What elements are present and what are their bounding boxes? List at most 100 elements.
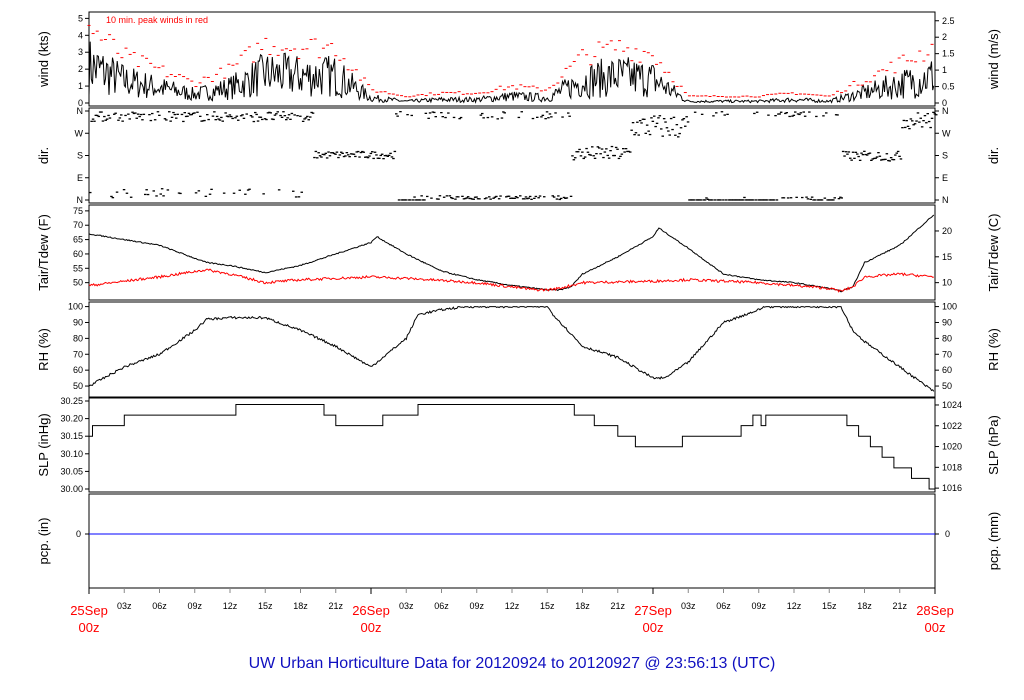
- dir-point: [400, 199, 404, 201]
- dir-point: [637, 134, 640, 136]
- dir-point: [483, 198, 487, 200]
- dir-point: [596, 146, 600, 148]
- dir-point: [677, 136, 680, 138]
- dir-point: [177, 192, 181, 194]
- y-tick-label: 30.05: [60, 466, 83, 476]
- y-tick-label: 30.10: [60, 449, 83, 459]
- dir-point: [300, 191, 303, 193]
- dir-point: [730, 199, 733, 201]
- dir-point: [348, 156, 351, 158]
- dir-point: [688, 199, 691, 201]
- dir-point: [830, 199, 834, 201]
- dir-point: [105, 118, 109, 120]
- y-tick-label: 30.00: [60, 484, 83, 494]
- dir-point: [692, 199, 695, 201]
- dir-point: [851, 151, 855, 153]
- dir-point: [213, 111, 216, 113]
- dir-point: [438, 195, 442, 197]
- dir-point: [915, 120, 918, 122]
- dir-point: [289, 118, 292, 120]
- dir-point: [559, 197, 563, 200]
- y-tick-label: 4: [78, 30, 83, 40]
- dir-point: [392, 157, 395, 160]
- y-tick-label: S: [77, 151, 83, 161]
- x-tick-label: 09z: [751, 601, 766, 611]
- dir-point: [710, 199, 714, 201]
- dir-point: [255, 113, 258, 116]
- dir-point: [889, 157, 893, 159]
- dir-point: [464, 197, 467, 200]
- dir-point: [328, 155, 332, 157]
- dir-point: [826, 199, 829, 201]
- dir-point: [899, 158, 903, 160]
- dir-point: [496, 118, 499, 120]
- y-tick-label-right: 0.5: [942, 82, 955, 92]
- dir-point: [215, 115, 219, 118]
- dir-point: [571, 155, 574, 157]
- dir-point: [746, 199, 749, 201]
- x-tick-label: 18z: [293, 601, 308, 611]
- dir-point: [113, 113, 116, 115]
- dir-point: [297, 196, 301, 198]
- dir-point: [744, 199, 748, 201]
- dir-point: [703, 199, 707, 201]
- dir-point: [301, 120, 305, 122]
- dir-point: [191, 112, 195, 115]
- dir-point: [364, 156, 367, 158]
- dir-point: [454, 198, 457, 200]
- dir-point: [122, 189, 126, 191]
- dir-point: [591, 146, 594, 148]
- dir-point: [622, 148, 625, 150]
- y-axis-label: Tair/Tdew (F): [36, 214, 51, 291]
- dir-point: [234, 117, 237, 119]
- dir-point: [476, 198, 480, 200]
- dir-point: [586, 151, 590, 153]
- dir-point: [839, 196, 842, 198]
- x-tick-label: 09z: [469, 601, 484, 611]
- y-tick-label-right: 10: [942, 278, 952, 288]
- dir-point: [169, 120, 172, 122]
- dir-point: [772, 199, 776, 201]
- dir-point: [672, 116, 676, 118]
- dir-point: [285, 119, 288, 121]
- dir-point: [709, 199, 712, 201]
- dir-point: [685, 116, 688, 118]
- dir-point: [806, 198, 810, 200]
- dir-point: [97, 115, 100, 118]
- dir-point: [898, 155, 901, 157]
- dir-point: [94, 114, 98, 116]
- dir-point: [720, 111, 724, 113]
- panel-frame: [88, 204, 936, 301]
- dir-point: [616, 148, 619, 150]
- dir-point: [878, 155, 882, 157]
- dir-point: [633, 134, 636, 136]
- dir-point: [765, 199, 769, 201]
- dir-point: [853, 157, 856, 159]
- dir-point: [558, 198, 561, 201]
- dir-point: [468, 197, 471, 200]
- dir-point: [844, 151, 848, 153]
- dir-point: [902, 119, 906, 122]
- dir-point: [789, 197, 793, 199]
- dir-point: [342, 155, 346, 158]
- dir-point: [166, 189, 170, 191]
- dir-point: [743, 196, 746, 199]
- dir-point: [131, 111, 134, 113]
- dir-point: [313, 156, 316, 159]
- dir-point: [383, 155, 387, 157]
- dir-point: [717, 199, 721, 201]
- dir-point: [444, 116, 447, 119]
- dir-point: [774, 115, 777, 117]
- dir-point: [619, 155, 622, 157]
- dir-point: [533, 197, 536, 199]
- x-tick-label: 12z: [223, 601, 238, 611]
- dir-point: [654, 125, 657, 128]
- dir-point: [258, 116, 261, 118]
- dir-point: [691, 199, 694, 201]
- dir-point: [459, 116, 463, 119]
- dir-point: [865, 154, 869, 156]
- y-tick-label-right: 100: [942, 302, 957, 312]
- dir-point: [904, 126, 907, 129]
- dir-point: [452, 116, 456, 119]
- dir-point: [251, 116, 254, 118]
